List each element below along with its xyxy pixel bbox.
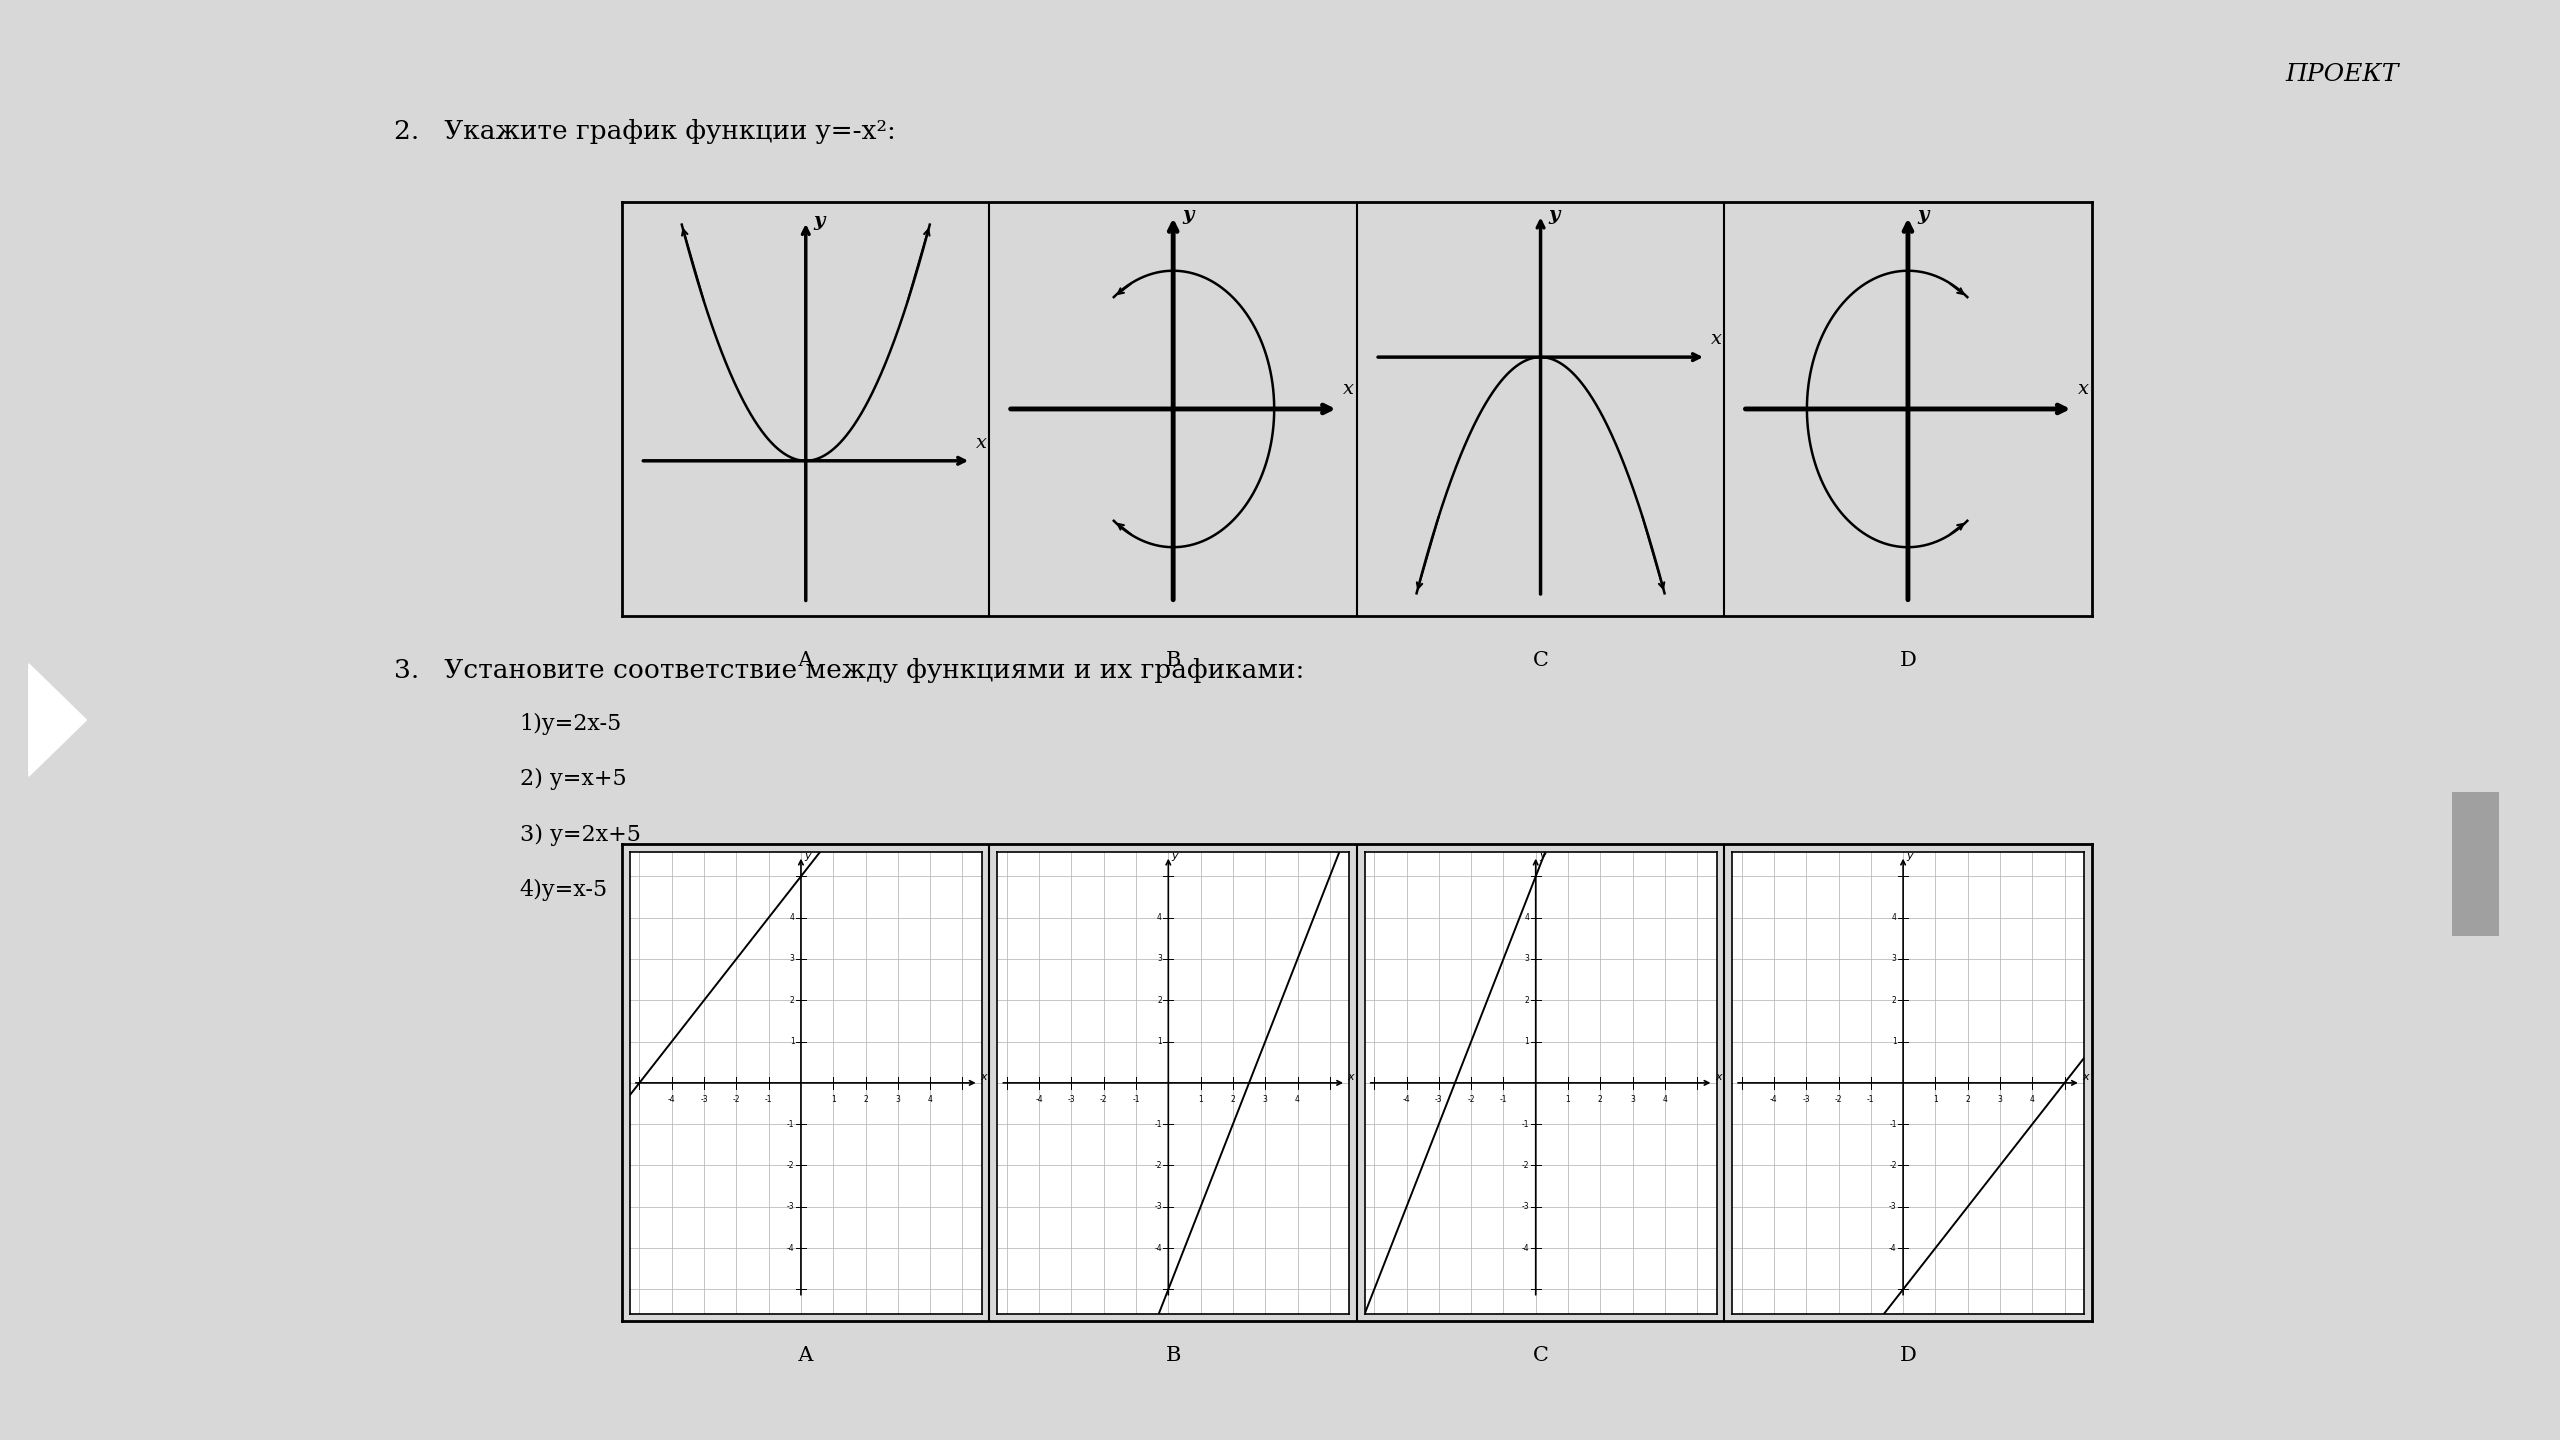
Text: -2: -2 — [1836, 1096, 1843, 1104]
Text: 3) y=2x+5: 3) y=2x+5 — [520, 824, 640, 845]
Text: 4: 4 — [1661, 1096, 1667, 1104]
Text: x: x — [980, 1071, 986, 1081]
Text: -3: -3 — [1521, 1202, 1528, 1211]
Text: 2.   Укажите график функции y=-x²:: 2. Укажите график функции y=-x²: — [394, 118, 896, 144]
Text: 1)y=2x-5: 1)y=2x-5 — [520, 713, 622, 736]
Text: 4: 4 — [2030, 1096, 2035, 1104]
Text: 2) y=x+5: 2) y=x+5 — [520, 769, 627, 791]
Text: 2: 2 — [1892, 996, 1897, 1005]
Text: 2: 2 — [1231, 1096, 1236, 1104]
Text: -4: -4 — [1155, 1244, 1162, 1253]
Polygon shape — [28, 664, 87, 776]
Text: -1: -1 — [1132, 1096, 1139, 1104]
Text: y: y — [804, 851, 812, 861]
Text: 3: 3 — [1997, 1096, 2002, 1104]
Text: 1: 1 — [1157, 1037, 1162, 1045]
Text: 3: 3 — [1157, 955, 1162, 963]
Text: 1: 1 — [1892, 1037, 1897, 1045]
Text: 3: 3 — [788, 955, 794, 963]
Text: -1: -1 — [1889, 1120, 1897, 1129]
Text: y: y — [1549, 206, 1559, 223]
Text: -1: -1 — [1155, 1120, 1162, 1129]
Text: А: А — [799, 651, 814, 670]
Text: y: y — [1917, 206, 1928, 225]
Text: 3: 3 — [1262, 1096, 1267, 1104]
Text: 2: 2 — [863, 1096, 868, 1104]
Text: -4: -4 — [786, 1244, 794, 1253]
Text: x: x — [1344, 380, 1354, 397]
Text: 1: 1 — [1567, 1096, 1569, 1104]
Text: y: y — [814, 212, 824, 230]
Text: -1: -1 — [1521, 1120, 1528, 1129]
Text: y: y — [1172, 851, 1178, 861]
Text: 3: 3 — [1631, 1096, 1636, 1104]
Text: -2: -2 — [1101, 1096, 1108, 1104]
Text: -2: -2 — [1155, 1161, 1162, 1169]
Text: -3: -3 — [1068, 1096, 1075, 1104]
Text: 3: 3 — [1523, 955, 1528, 963]
Text: 1: 1 — [788, 1037, 794, 1045]
Text: -2: -2 — [732, 1096, 740, 1104]
Text: -3: -3 — [786, 1202, 794, 1211]
Text: B: B — [1165, 1346, 1180, 1365]
Text: -2: -2 — [1889, 1161, 1897, 1169]
Text: -3: -3 — [1802, 1096, 1810, 1104]
Text: 4: 4 — [1295, 1096, 1300, 1104]
Text: C: C — [1533, 1346, 1549, 1365]
Text: 4: 4 — [1523, 913, 1528, 922]
Text: ПРОЕКТ: ПРОЕКТ — [2286, 63, 2399, 86]
Text: -2: -2 — [1467, 1096, 1475, 1104]
Text: 1: 1 — [1198, 1096, 1203, 1104]
Text: 2: 2 — [1966, 1096, 1971, 1104]
Text: А: А — [799, 1346, 814, 1365]
Text: -3: -3 — [1436, 1096, 1444, 1104]
Text: x: x — [1710, 330, 1720, 348]
Text: D: D — [1900, 651, 1917, 670]
Text: -1: -1 — [786, 1120, 794, 1129]
Text: x: x — [2079, 380, 2089, 397]
Text: -3: -3 — [1889, 1202, 1897, 1211]
Text: 3: 3 — [896, 1096, 901, 1104]
Text: 2: 2 — [788, 996, 794, 1005]
Text: 1: 1 — [1933, 1096, 1938, 1104]
Text: 4: 4 — [927, 1096, 932, 1104]
Text: x: x — [1715, 1071, 1720, 1081]
Text: 3: 3 — [1892, 955, 1897, 963]
Text: -1: -1 — [1500, 1096, 1508, 1104]
Text: 4: 4 — [788, 913, 794, 922]
Text: -4: -4 — [1403, 1096, 1411, 1104]
Text: -4: -4 — [1769, 1096, 1777, 1104]
Text: -3: -3 — [1155, 1202, 1162, 1211]
Text: -4: -4 — [1521, 1244, 1528, 1253]
Text: C: C — [1533, 651, 1549, 670]
Text: -1: -1 — [1866, 1096, 1874, 1104]
Text: -1: -1 — [765, 1096, 773, 1104]
Text: x: x — [975, 433, 986, 452]
Text: 3.   Установите соответствие между функциями и их графиками:: 3. Установите соответствие между функция… — [394, 658, 1306, 683]
Text: B: B — [1165, 651, 1180, 670]
Text: 2: 2 — [1597, 1096, 1603, 1104]
Text: y: y — [1183, 206, 1193, 225]
Text: -4: -4 — [668, 1096, 676, 1104]
Text: x: x — [2081, 1071, 2089, 1081]
Text: 4: 4 — [1157, 913, 1162, 922]
Text: D: D — [1900, 1346, 1917, 1365]
Text: -2: -2 — [786, 1161, 794, 1169]
Text: 1: 1 — [1526, 1037, 1528, 1045]
Text: y: y — [1907, 851, 1912, 861]
Text: -4: -4 — [1034, 1096, 1042, 1104]
Text: -3: -3 — [701, 1096, 709, 1104]
Text: 4)y=x-5: 4)y=x-5 — [520, 878, 607, 901]
Text: x: x — [1347, 1071, 1354, 1081]
Text: -2: -2 — [1521, 1161, 1528, 1169]
Text: -4: -4 — [1889, 1244, 1897, 1253]
Text: y: y — [1539, 851, 1546, 861]
Text: 4: 4 — [1892, 913, 1897, 922]
Text: 2: 2 — [1157, 996, 1162, 1005]
Text: 2: 2 — [1526, 996, 1528, 1005]
Text: 1: 1 — [832, 1096, 835, 1104]
